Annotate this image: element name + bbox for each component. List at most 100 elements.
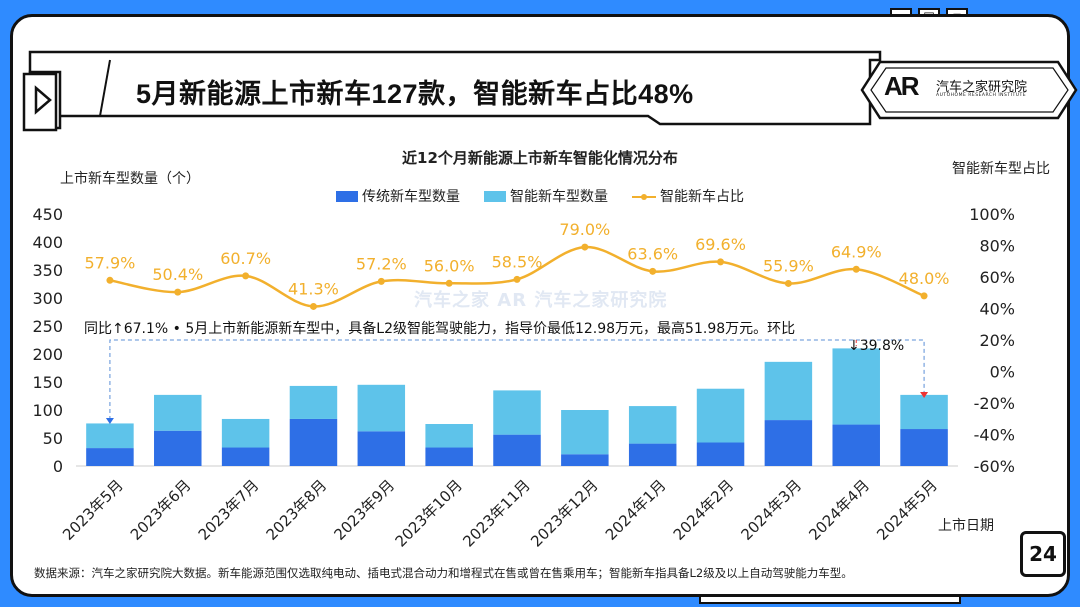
bar-traditional	[154, 430, 202, 466]
y-tick-label: 450	[32, 205, 63, 224]
ratio-point	[649, 267, 657, 275]
ratio-point	[581, 243, 589, 251]
x-tick-label: 2023年11月	[459, 476, 533, 550]
bar-smart	[832, 348, 880, 425]
bar-traditional	[493, 434, 541, 466]
ratio-data-label: 58.5%	[492, 252, 543, 271]
x-tick-label: 2023年12月	[527, 476, 601, 550]
brand-subtitle: AUTOHOME RESEARCH INSTITUTE	[936, 93, 1027, 98]
x-tick-label: 2024年4月	[805, 476, 873, 544]
annotation-text: 同比↑67.1% • 5月上市新能源新车型中，具备L2级智能驾驶能力，指导价最低…	[84, 321, 796, 337]
play-icon	[34, 85, 52, 115]
legend-swatch	[336, 190, 358, 202]
bar-traditional	[289, 418, 338, 466]
bar-smart	[764, 361, 813, 421]
footnote: 数据来源：汽车之家研究院大数据。新车能源范围仅选取纯电动、插电式混合动力和增程式…	[34, 566, 853, 580]
ratio-data-label: 64.9%	[831, 242, 882, 261]
chart-legend: 传统新车型数量 智能新车型数量 智能新车占比	[0, 186, 1080, 206]
ratio-data-label: 57.9%	[85, 253, 136, 272]
bar-smart	[154, 394, 202, 431]
brand-name: 汽车之家研究院	[936, 80, 1028, 95]
bar-smart	[86, 423, 134, 449]
y-tick-label: 250	[32, 317, 63, 336]
x-tick-label: 2024年3月	[738, 476, 806, 544]
y2-tick-label: 100%	[969, 205, 1015, 224]
x-tick-label: 2023年6月	[127, 476, 195, 544]
y-tick-label: 300	[32, 289, 63, 308]
ratio-data-label: 56.0%	[424, 256, 475, 275]
bar-traditional	[628, 443, 677, 466]
x-tick-label: 2023年10月	[392, 476, 466, 550]
y2-tick-label: 20%	[979, 331, 1015, 350]
y-tick-label: 0	[53, 457, 63, 476]
legend-line-swatch	[632, 191, 656, 202]
bar-smart	[221, 418, 270, 448]
bar-smart	[425, 424, 473, 448]
ratio-point	[717, 258, 725, 266]
ratio-data-label: 48.0%	[899, 269, 950, 288]
ratio-point	[784, 279, 792, 287]
bar-smart	[357, 384, 406, 432]
bar-smart	[900, 394, 948, 430]
y-tick-label: 350	[32, 261, 63, 280]
y2-tick-label: 80%	[979, 237, 1015, 256]
y2-tick-label: -60%	[974, 457, 1015, 476]
legend-label: 传统新车型数量	[362, 189, 460, 205]
bar-traditional	[425, 447, 473, 466]
ratio-point	[106, 276, 114, 284]
ratio-data-label: 79.0%	[559, 220, 610, 239]
y-tick-label: 100	[32, 401, 63, 420]
bar-smart	[289, 385, 338, 419]
ratio-point	[513, 275, 521, 283]
ratio-point	[309, 302, 317, 310]
bar-smart	[561, 410, 609, 455]
x-tick-label: 2024年1月	[602, 476, 670, 544]
ratio-data-label: 41.3%	[288, 279, 339, 298]
ratio-data-label: 50.4%	[152, 265, 203, 284]
ratio-data-label: 63.6%	[627, 244, 678, 263]
y2-tick-label: -20%	[974, 394, 1015, 413]
ratio-point	[174, 288, 182, 296]
x-tick-label: 2023年9月	[330, 476, 398, 544]
legend-swatch	[484, 190, 506, 202]
legend-item-ratio: 智能新车占比	[632, 186, 744, 206]
y2-tick-label: -40%	[974, 426, 1015, 445]
legend-item-traditional: 传统新车型数量	[336, 186, 460, 206]
bar-smart	[493, 390, 541, 435]
bar-traditional	[221, 447, 270, 466]
y2-tick-label: 40%	[979, 300, 1015, 319]
page-number: 24	[1020, 531, 1066, 577]
x-tick-label: 2023年5月	[59, 476, 127, 544]
watermark: 汽车之家 AR 汽车之家研究院	[414, 290, 668, 311]
bar-traditional	[832, 424, 880, 466]
arrow-down-icon	[920, 392, 929, 398]
ratio-point	[445, 279, 453, 287]
arrow-down-icon	[105, 418, 114, 424]
legend-label: 智能新车占比	[660, 189, 744, 205]
x-tick-label: 2023年7月	[195, 476, 263, 544]
bar-traditional	[86, 448, 134, 466]
ratio-data-label: 69.6%	[695, 235, 746, 254]
bar-traditional	[764, 420, 813, 466]
legend-item-smart: 智能新车型数量	[484, 186, 608, 206]
y-axis-label: 上市新车型数量（个）	[60, 171, 200, 187]
ratio-point	[852, 265, 860, 273]
ratio-data-label: 60.7%	[220, 249, 271, 268]
ratio-point	[920, 292, 928, 300]
title-bar: 5月新能源上市新车127款，智能新车占比48%	[20, 54, 1060, 124]
ratio-point	[242, 272, 250, 280]
x-tick-label: 2024年2月	[670, 476, 738, 544]
ratio-data-label: 57.2%	[356, 254, 407, 273]
y-tick-label: 200	[32, 345, 63, 364]
legend-label: 智能新车型数量	[510, 189, 608, 205]
page-title: 5月新能源上市新车127款，智能新车占比48%	[136, 79, 694, 109]
x-axis-label: 上市日期	[938, 518, 994, 534]
y2-tick-label: 0%	[990, 363, 1015, 382]
ratio-point	[377, 277, 385, 285]
x-tick-label: 2023年8月	[263, 476, 331, 544]
ratio-data-label: 55.9%	[763, 256, 814, 275]
bar-smart	[628, 406, 677, 444]
y2-axis-label: 智能新车型占比	[952, 161, 1050, 177]
